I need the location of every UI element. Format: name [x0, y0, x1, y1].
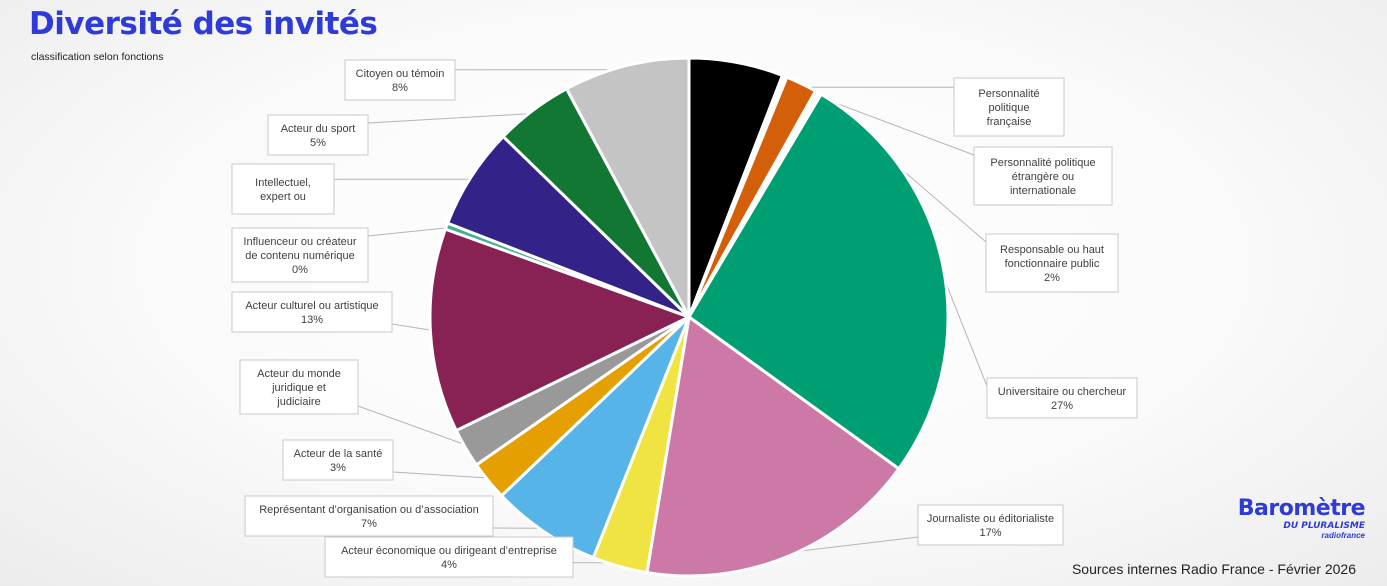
- leader-line: [357, 405, 470, 447]
- label-text: Responsable ou haut: [1000, 244, 1104, 256]
- label-text: 7%: [361, 518, 377, 530]
- leader-line: [391, 323, 435, 332]
- logo-brand-text: radiofrance: [1321, 531, 1365, 540]
- label-box: [282, 439, 394, 481]
- leader-line: [367, 227, 451, 237]
- logo-sub-text: DU PLURALISME: [1283, 521, 1365, 531]
- label-text: judiciaire: [276, 396, 320, 408]
- slice-label: Acteur du monde juridique et judiciaire: [239, 359, 359, 415]
- slice-label: Responsable ou haut fonctionnaire public 2…: [985, 233, 1119, 293]
- chart-title: Diversité des invités: [29, 6, 378, 42]
- slice-label: Acteur de la santé 3%: [282, 439, 394, 481]
- label-box: [344, 59, 456, 101]
- slice-label: Universitaire ou chercheur 27%: [986, 377, 1138, 419]
- source-note: Sources internes Radio France - Février …: [1071, 561, 1356, 577]
- label-box: [267, 114, 369, 156]
- label-text: 27%: [1051, 400, 1073, 412]
- slice-label: Citoyen ou témoin 8%: [344, 59, 456, 101]
- label-box: [917, 504, 1064, 546]
- label-text: Personnalité: [978, 88, 1039, 100]
- label-text: juridique et: [271, 382, 326, 394]
- label-box: [986, 377, 1138, 419]
- slice-label: Personnalité politique française: [953, 77, 1065, 137]
- label-text: française: [987, 116, 1032, 128]
- label-text: Influenceur ou créateur: [243, 236, 356, 248]
- label-text: Représentant d’organisation ou d’associa…: [259, 504, 479, 516]
- label-text: Acteur du sport: [281, 123, 356, 135]
- label-box: [324, 536, 574, 578]
- label-text: Personnalité politique: [990, 157, 1095, 169]
- label-text: 0%: [292, 264, 308, 276]
- chart-subtitle: classification selon fonctions: [31, 51, 164, 63]
- slice-label: Influenceur ou créateur de contenu numéri…: [231, 227, 369, 283]
- label-text: politique: [989, 102, 1030, 114]
- label-text: internationale: [1010, 185, 1076, 197]
- label-text: étrangère ou: [1012, 171, 1074, 183]
- label-text: 5%: [310, 137, 326, 149]
- leader-line: [814, 94, 975, 156]
- label-box: [973, 146, 1113, 206]
- label-text: 17%: [979, 527, 1001, 539]
- leader-line: [392, 471, 492, 479]
- label-text: expert ou: [260, 191, 306, 203]
- slice-labels: PersonnalitépolitiquefrançaisePersonnali…: [231, 59, 1138, 578]
- label-box: [231, 163, 335, 215]
- slice-label: Acteur culturel ou artistique 13%: [231, 291, 393, 333]
- slice-label: Acteur du sport 5%: [267, 114, 369, 156]
- slice-label: Acteur économique ou dirigeant d’entrepr…: [324, 536, 574, 578]
- label-text: 8%: [392, 82, 408, 94]
- label-text: Acteur du monde: [257, 368, 341, 380]
- slice-label: Personnalité politique étrangère ou intern…: [973, 146, 1113, 206]
- label-text: 3%: [330, 462, 346, 474]
- label-text: Universitaire ou chercheur: [998, 386, 1127, 398]
- pie-slices: [428, 56, 950, 578]
- label-box: [231, 227, 369, 283]
- label-text: Acteur de la santé: [294, 448, 383, 460]
- label-text: Acteur culturel ou artistique: [245, 300, 378, 312]
- label-text: 4%: [441, 559, 457, 571]
- label-box: [985, 233, 1119, 293]
- slice-label: Représentant d’organisation ou d’associa…: [244, 495, 494, 537]
- label-text: Citoyen ou témoin: [356, 68, 445, 80]
- pie-slice: [500, 315, 691, 560]
- label-text: fonctionnaire public: [1005, 258, 1100, 270]
- slice-label: Intellectuel, expert ou: [231, 163, 335, 215]
- pie-slice: [565, 56, 691, 319]
- label-box: [244, 495, 494, 537]
- logo-main-text: Baromètre: [1237, 496, 1366, 521]
- leader-lines: [334, 69, 988, 564]
- pie-slice: [428, 227, 691, 433]
- leader-line: [786, 536, 919, 554]
- label-text: Acteur économique ou dirigeant d’entrepr…: [341, 545, 557, 557]
- label-text: 2%: [1044, 272, 1060, 284]
- slice-label: Journaliste ou éditorialiste 17%: [917, 504, 1064, 546]
- barometre-logo: Baromètre DU PLURALISME radiofrance: [1225, 496, 1366, 541]
- pie-slice: [687, 92, 950, 471]
- label-box: [239, 359, 359, 415]
- label-text: 13%: [301, 314, 323, 326]
- label-box: [231, 291, 393, 333]
- pie-slice: [645, 315, 901, 578]
- label-text: Intellectuel,: [255, 177, 311, 189]
- label-text: de contenu numérique: [245, 250, 354, 262]
- label-text: Journaliste ou éditorialiste: [927, 513, 1054, 525]
- leader-line: [367, 112, 536, 124]
- label-box: [953, 77, 1065, 137]
